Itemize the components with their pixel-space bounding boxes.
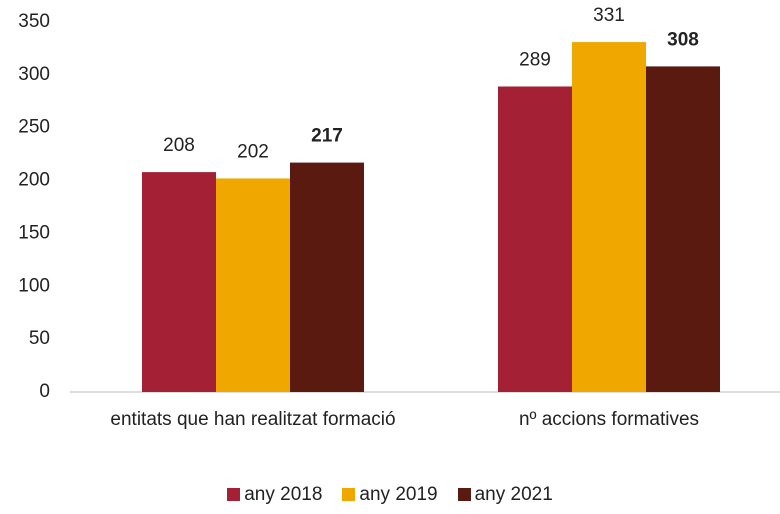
value-label: 308	[667, 29, 699, 50]
bar	[290, 162, 364, 392]
legend-swatch	[457, 488, 471, 501]
x-tick-label: nº accions formatives	[518, 409, 700, 430]
value-label: 217	[311, 126, 343, 147]
legend-item: any 2018	[227, 484, 322, 506]
legend-swatch	[342, 488, 356, 501]
y-tick-label: 150	[18, 222, 50, 243]
value-label: 331	[593, 5, 625, 26]
y-tick-label: 300	[18, 64, 50, 85]
bar	[646, 66, 720, 393]
x-tick-label: entitats que han realitzat formació	[110, 409, 396, 430]
legend-label: any 2019	[359, 484, 438, 505]
y-tick-label: 350	[18, 11, 50, 32]
value-label: 202	[237, 141, 269, 162]
bar	[572, 42, 646, 392]
legend-item: any 2019	[342, 484, 438, 506]
bar	[142, 172, 216, 392]
legend: any 2018 any 2019 any 2021	[0, 484, 780, 506]
value-label: 208	[163, 135, 195, 156]
value-label: 289	[519, 50, 551, 71]
y-tick-label: 0	[39, 381, 50, 402]
y-tick-label: 250	[18, 117, 50, 138]
y-tick-label: 100	[18, 275, 50, 296]
legend-label: any 2018	[244, 484, 323, 505]
legend-item: any 2021	[457, 484, 553, 506]
y-tick-label: 50	[29, 328, 50, 349]
legend-swatch	[227, 488, 241, 501]
bar	[216, 178, 290, 392]
y-tick-label: 200	[18, 170, 50, 191]
legend-label: any 2021	[474, 484, 553, 505]
bar	[498, 86, 572, 392]
